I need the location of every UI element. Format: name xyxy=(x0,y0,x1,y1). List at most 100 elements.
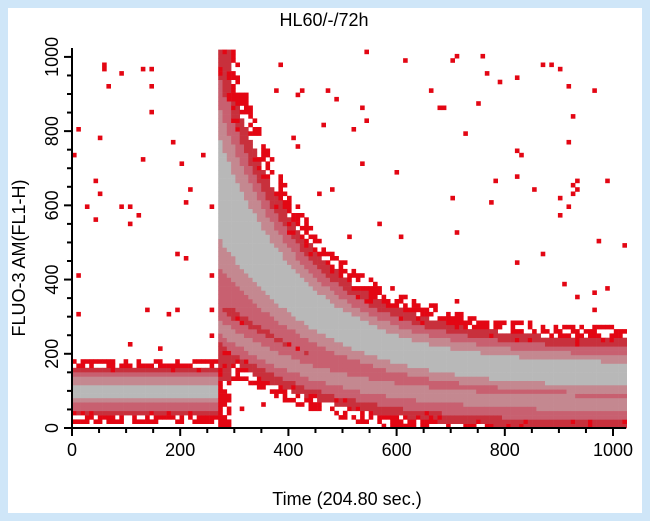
density-cell xyxy=(209,372,215,377)
density-cell xyxy=(218,367,223,373)
density-cell xyxy=(269,376,275,381)
density-cell xyxy=(248,256,253,261)
density-cell xyxy=(398,320,404,326)
density-cell xyxy=(557,367,563,373)
density-cell xyxy=(441,363,447,369)
density-cell xyxy=(364,294,369,300)
density-cell xyxy=(76,376,81,381)
density-cell xyxy=(252,230,258,235)
density-cell xyxy=(575,423,580,429)
density-cell xyxy=(510,423,516,429)
density-cell xyxy=(394,299,400,304)
density-cell xyxy=(540,324,546,330)
density-cell xyxy=(437,376,443,381)
density-cell xyxy=(222,333,228,338)
density-cell xyxy=(385,410,391,416)
density-cell xyxy=(424,376,430,381)
density-cell xyxy=(334,402,339,407)
density-cell xyxy=(463,337,468,343)
density-cell xyxy=(261,273,266,278)
density-cell xyxy=(89,393,94,399)
density-cell xyxy=(489,376,494,381)
density-cell xyxy=(403,320,408,326)
density-cell xyxy=(226,329,232,334)
density-cell xyxy=(506,342,511,347)
density-cell xyxy=(261,187,266,192)
density-cell xyxy=(519,342,524,347)
density-cell xyxy=(317,238,322,244)
density-cell xyxy=(471,359,477,364)
density-cell xyxy=(278,243,283,248)
density-cell xyxy=(222,221,228,227)
density-cell xyxy=(115,385,120,390)
density-cell xyxy=(334,256,339,261)
density-cell xyxy=(510,385,516,390)
density-cell xyxy=(549,393,554,399)
density-cell xyxy=(514,406,520,412)
density-cell xyxy=(411,329,417,334)
density-cell xyxy=(312,359,318,364)
density-cell xyxy=(471,350,477,356)
density-cell xyxy=(390,303,395,308)
density-cell xyxy=(304,311,309,317)
density-cell xyxy=(269,170,275,175)
density-cell xyxy=(360,311,365,317)
density-cell xyxy=(514,419,520,424)
density-cell xyxy=(256,354,262,360)
density-cell xyxy=(317,376,322,381)
density-cell xyxy=(471,337,477,343)
density-cell xyxy=(407,333,412,338)
density-cell xyxy=(256,131,262,136)
density-cell xyxy=(527,359,533,364)
density-cell xyxy=(244,174,249,179)
density-cell xyxy=(454,363,460,369)
density-cell xyxy=(256,165,262,171)
density-cell xyxy=(416,406,421,412)
density-cell xyxy=(244,234,249,240)
density-cell xyxy=(235,174,240,179)
density-cell xyxy=(218,84,223,89)
density-cell xyxy=(364,333,369,338)
density-cell xyxy=(209,359,215,364)
density-cell xyxy=(119,389,124,394)
density-cell xyxy=(592,359,597,364)
density-cell xyxy=(153,359,159,364)
density-cell xyxy=(304,393,309,399)
density-cell xyxy=(295,385,301,390)
density-cell xyxy=(170,367,176,373)
density-cell xyxy=(600,397,606,403)
density-cell xyxy=(385,389,391,394)
density-cell xyxy=(179,415,185,420)
density-cell xyxy=(592,337,597,343)
density-cell xyxy=(454,393,460,399)
density-cell xyxy=(596,333,602,338)
density-cell xyxy=(213,380,219,386)
density-cell xyxy=(123,367,129,373)
density-cell xyxy=(532,333,537,338)
density-cell xyxy=(226,256,232,261)
density-cell xyxy=(484,337,490,343)
density-cell xyxy=(282,354,288,360)
density-cell xyxy=(291,367,296,373)
density-cell xyxy=(545,385,550,390)
density-cell xyxy=(390,350,395,356)
density-cell xyxy=(446,350,451,356)
density-cell xyxy=(566,84,572,89)
density-cell xyxy=(562,342,567,347)
density-cell xyxy=(463,346,468,351)
density-cell xyxy=(179,372,185,377)
density-cell xyxy=(497,419,503,424)
density-cell xyxy=(351,311,357,317)
density-cell xyxy=(416,329,421,334)
density-cell xyxy=(106,397,111,403)
density-cell xyxy=(532,393,537,399)
density-cell xyxy=(325,299,331,304)
density-cell xyxy=(102,393,107,399)
density-cell xyxy=(502,346,507,351)
density-cell xyxy=(446,337,451,343)
density-cell xyxy=(390,316,395,321)
density-cell xyxy=(385,397,391,403)
density-cell xyxy=(299,350,305,356)
density-cell xyxy=(299,333,305,338)
density-cell xyxy=(226,208,232,214)
